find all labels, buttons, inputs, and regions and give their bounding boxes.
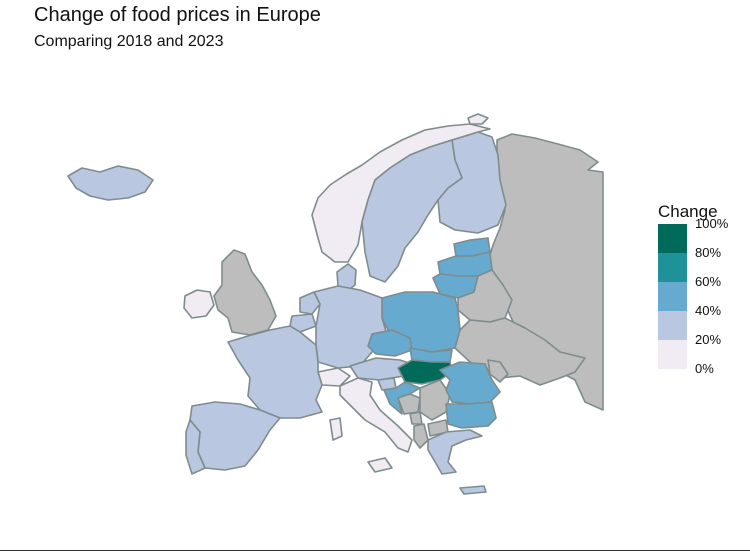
country-greece xyxy=(427,429,483,475)
country-italy-sicily xyxy=(367,457,393,473)
country-uk xyxy=(213,249,277,336)
country-czechia xyxy=(367,329,413,357)
legend-swatch xyxy=(658,340,687,369)
country-italy xyxy=(339,377,413,453)
legend-tick-label: 80% xyxy=(695,245,722,260)
country-montenegro xyxy=(409,411,423,425)
legend-tick-label: 100% xyxy=(695,216,729,231)
legend-tick-label: 40% xyxy=(695,303,722,318)
country-portugal xyxy=(185,419,206,475)
country-belgium xyxy=(289,313,317,333)
legend-tick-label: 20% xyxy=(695,332,722,347)
country-latvia xyxy=(437,251,493,277)
country-norway xyxy=(311,123,491,263)
country-netherlands xyxy=(299,291,321,315)
legend-swatch xyxy=(658,224,687,253)
country-iceland xyxy=(67,165,154,201)
country-svalbard xyxy=(467,113,489,125)
map-title: Change of food prices in Europe xyxy=(34,4,321,26)
map-subtitle: Comparing 2018 and 2023 xyxy=(34,33,224,50)
country-spain xyxy=(189,401,281,471)
legend-scale: 100% 80% 60% 40% 20% 0% xyxy=(658,217,748,384)
legend-swatch xyxy=(658,282,687,311)
legend-title: Change xyxy=(658,202,718,221)
legend: Change 100% 80% 60% 40% 20% 0% xyxy=(658,202,748,384)
country-serbia xyxy=(419,379,451,421)
country-italy-sardinia xyxy=(329,417,343,441)
legend-tick-label: 60% xyxy=(695,274,722,289)
country-sweden xyxy=(361,139,463,283)
legend-swatch xyxy=(658,253,687,282)
country-bosnia xyxy=(397,393,421,415)
country-moldova xyxy=(487,359,509,383)
country-france xyxy=(227,325,323,419)
country-ireland xyxy=(183,289,215,319)
country-albania xyxy=(413,423,429,449)
country-germany xyxy=(313,285,389,369)
country-bulgaria xyxy=(445,401,497,429)
country-greece-crete xyxy=(459,485,487,495)
legend-tick-label: 0% xyxy=(695,361,714,376)
legend-swatch xyxy=(658,311,687,340)
